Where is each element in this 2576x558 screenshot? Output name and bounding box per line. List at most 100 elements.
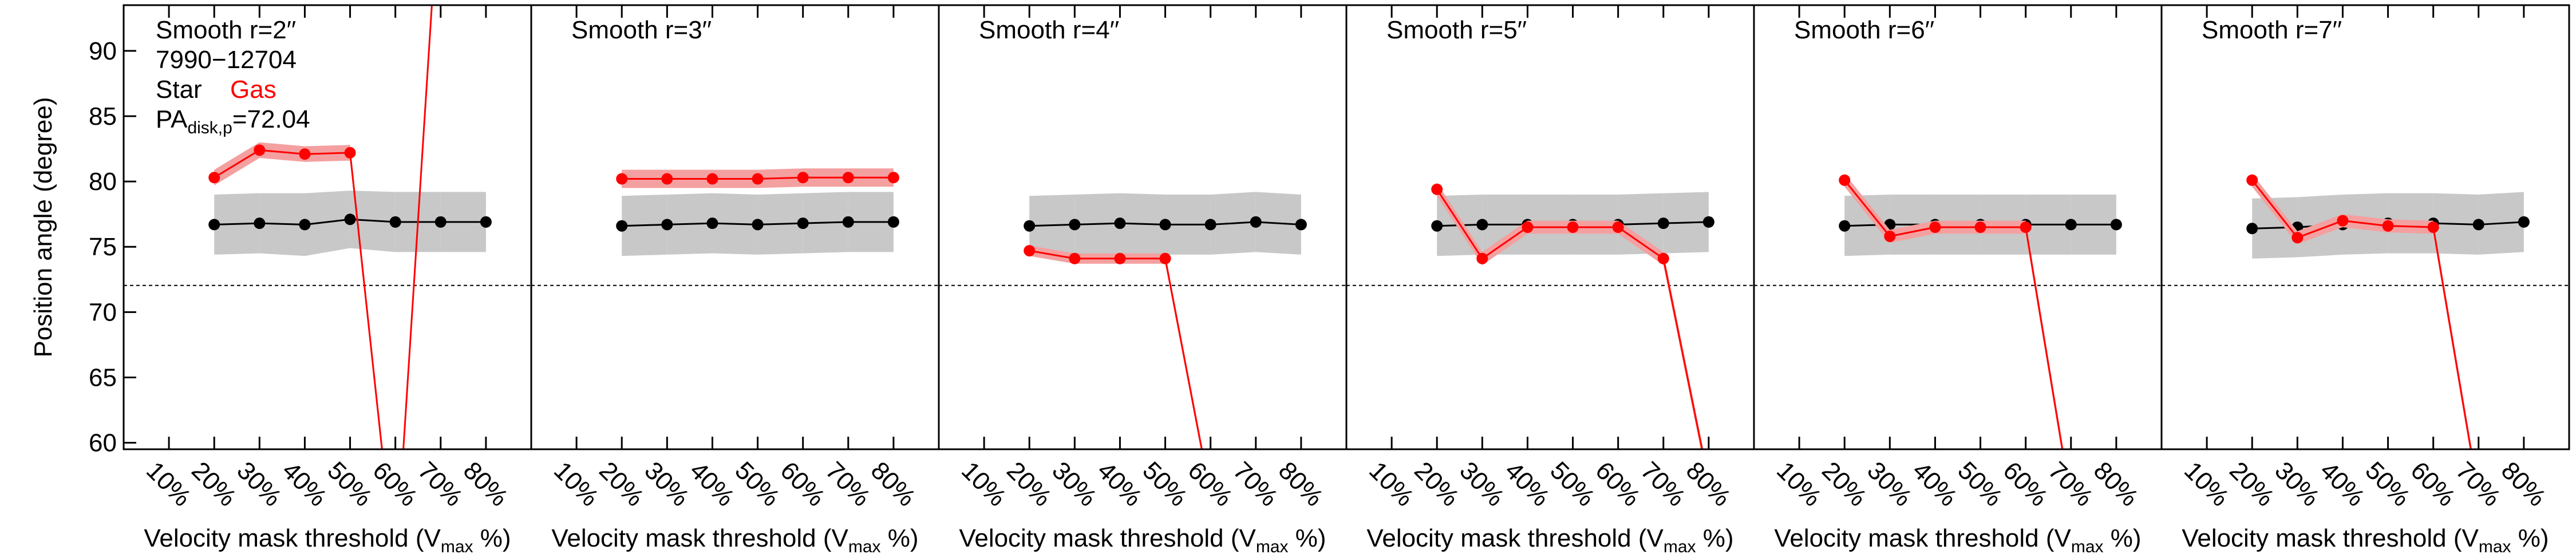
plot-area (124, 5, 531, 449)
x-tick-label: 30% (1046, 456, 1102, 512)
data-point (1024, 245, 1036, 257)
x-tick-label: 60% (1590, 456, 1646, 512)
x-tick-label: 20% (186, 456, 242, 512)
data-point (2382, 220, 2394, 232)
data-point (2472, 219, 2484, 231)
x-tick-label: 30% (1862, 456, 1917, 512)
pa-label: PAdisk,p=72.04 (156, 105, 310, 137)
panel: 10%20%30%40%50%60%70%80% 60 65 70 75 80 85 90 Sm… (29, 4, 532, 556)
x-tick-label: 10% (1364, 456, 1419, 512)
x-tick-label: 20% (594, 456, 649, 512)
x-label-subscript: max (1256, 537, 1289, 556)
x-tick-label: 40% (1499, 456, 1555, 512)
x-axis-label: Velocity mask threshold (Vmax %) (1774, 524, 2141, 556)
x-tick-label: 30% (2269, 456, 2325, 512)
data-point (2246, 174, 2258, 186)
y-tick-label: 70 (89, 298, 117, 326)
data-point (797, 172, 809, 184)
data-point (1114, 252, 1126, 264)
x-axis-label: Velocity mask threshold (Vmax %) (2182, 524, 2549, 556)
x-tick-label: 60% (1183, 456, 1238, 512)
x-label-text: Velocity mask threshold (V (551, 524, 848, 552)
data-point (434, 216, 447, 228)
plot-area (1754, 173, 2162, 449)
data-point (797, 217, 809, 229)
series-line (1844, 179, 2064, 449)
data-point (1114, 217, 1126, 229)
x-tick-label: 80% (866, 456, 921, 512)
pa-value: =72.04 (232, 105, 310, 133)
x-label-suffix: %) (1696, 524, 1734, 552)
series-line (2251, 179, 2472, 449)
panel-title: Smooth r=2′′ (156, 16, 296, 44)
x-tick-label: 80% (1681, 456, 1736, 512)
data-point (1657, 217, 1669, 229)
data-point (1431, 220, 1443, 232)
data-point (1929, 221, 1941, 233)
data-point (208, 219, 220, 231)
x-tick-label: 80% (2088, 456, 2144, 512)
data-point (1567, 221, 1579, 233)
data-point (2065, 219, 2077, 231)
x-label-suffix: %) (2104, 524, 2142, 552)
data-point (480, 216, 492, 228)
data-point (752, 173, 764, 185)
x-label-subscript: max (2479, 537, 2511, 556)
panel: 10%20%30%40%50%60%70%80% Smooth r=7′′ Velo… (2160, 4, 2570, 556)
plot-frame (2160, 4, 2570, 450)
panel-title: Smooth r=3′′ (571, 16, 712, 44)
x-tick-label: 50% (322, 456, 377, 512)
data-point (1159, 252, 1171, 264)
data-point (842, 216, 854, 228)
data-point (1839, 220, 1851, 232)
x-tick-label: 70% (1635, 456, 1691, 512)
x-label-suffix: %) (473, 524, 511, 552)
data-point (887, 216, 899, 228)
error-band (2433, 220, 2472, 449)
data-point (2291, 232, 2304, 244)
data-point (842, 172, 854, 184)
data-point (1069, 219, 1081, 231)
x-tick-label: 70% (2043, 456, 2099, 512)
x-tick-label: 30% (231, 456, 287, 512)
data-point (616, 173, 628, 185)
x-axis-label: Velocity mask threshold (Vmax %) (1366, 524, 1733, 556)
x-label-subscript: max (1664, 537, 1696, 556)
x-tick-label: 30% (639, 456, 694, 512)
panel-title: Smooth r=7′′ (2202, 16, 2342, 44)
y-tick-label: 65 (89, 363, 117, 391)
data-point (1024, 220, 1036, 232)
x-label-text: Velocity mask threshold (V (2182, 524, 2479, 552)
data-point (208, 172, 220, 184)
x-tick-label: 40% (684, 456, 740, 512)
x-axis-label: Velocity mask threshold (Vmax %) (144, 524, 511, 556)
x-tick-label: 10% (141, 456, 196, 512)
error-band (305, 191, 350, 256)
x-tick-label: 70% (2451, 456, 2506, 512)
pa-text: PA (156, 105, 188, 133)
data-point (2110, 219, 2122, 231)
x-tick-label: 70% (413, 456, 468, 512)
x-tick-label: 40% (1907, 456, 1962, 512)
legend-entry: Star (156, 76, 202, 104)
data-point (1657, 252, 1669, 264)
x-label-text: Velocity mask threshold (V (959, 524, 1256, 552)
data-point (752, 219, 764, 231)
series-line (214, 5, 433, 449)
x-tick-label: 20% (2224, 456, 2279, 512)
x-tick-label: 70% (1228, 456, 1283, 512)
x-tick-label: 20% (1001, 456, 1057, 512)
x-tick-label: 60% (368, 456, 423, 512)
series-line (1029, 250, 1203, 449)
panel: 10%20%30%40%50%60%70%80% Smooth r=4′′ Velo… (938, 4, 1348, 556)
data-point (344, 213, 356, 225)
x-tick-label: 50% (1952, 456, 2008, 512)
data-point (706, 217, 718, 229)
data-point (389, 216, 401, 228)
x-tick-label: 50% (729, 456, 785, 512)
x-tick-label: 30% (1454, 456, 1510, 512)
error-band (1165, 253, 1203, 449)
x-label-text: Velocity mask threshold (V (144, 524, 441, 552)
data-point (1884, 230, 1896, 242)
x-tick-label: 50% (1544, 456, 1600, 512)
